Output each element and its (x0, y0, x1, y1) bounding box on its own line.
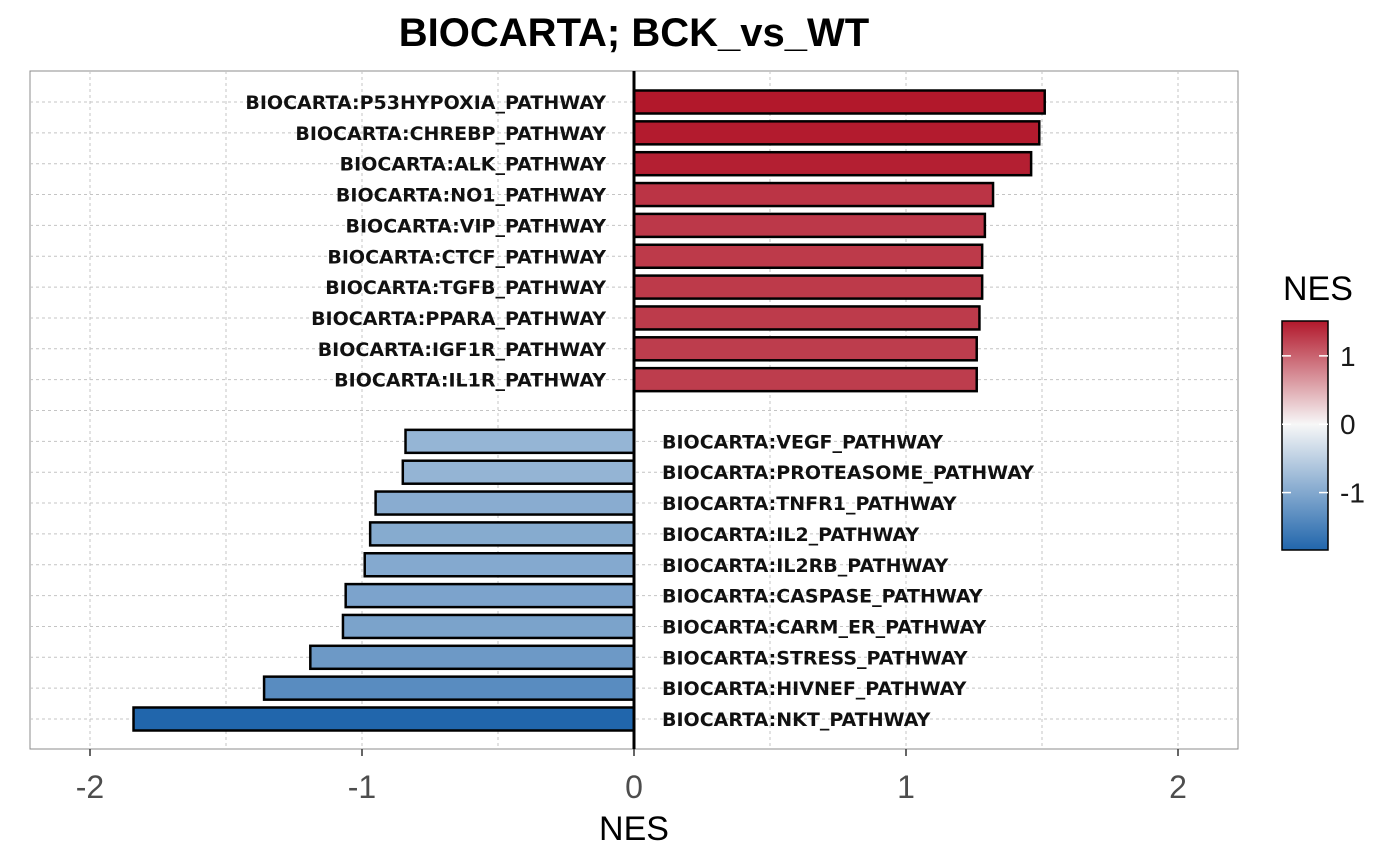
bar (374, 490, 636, 516)
bar (632, 243, 984, 269)
bar (344, 582, 636, 609)
bar (632, 212, 987, 239)
bar (401, 459, 636, 485)
bar (262, 675, 636, 701)
legend-ticks: 1 0 -1 (1282, 341, 1365, 509)
x-axis-title: NES (599, 810, 669, 848)
bar-label: BIOCARTA:CARM_ER_PATHWAY (662, 616, 986, 638)
bar-label: BIOCARTA:VEGF_PATHWAY (662, 431, 943, 453)
bar-label: BIOCARTA:PPARA_PATHWAY (311, 308, 606, 330)
bar-label: BIOCARTA:IL2_PATHWAY (662, 524, 919, 546)
bar-label: BIOCARTA:HIVNEF_PATHWAY (662, 678, 967, 700)
bar (632, 181, 995, 208)
bar (309, 644, 636, 671)
bar (341, 613, 636, 640)
bar (632, 305, 981, 331)
bar (632, 150, 1033, 177)
bar-label: BIOCARTA:STRESS_PATHWAY (662, 647, 968, 669)
legend: NES 1 0 -1 (1281, 270, 1365, 551)
bar-label: BIOCARTA:PROTEASOME_PATHWAY (662, 462, 1034, 484)
bar (632, 89, 1046, 115)
bar (632, 336, 978, 362)
legend-tick-label: -1 (1340, 478, 1365, 509)
legend-tick-label: 0 (1340, 409, 1356, 440)
x-tick-label: -1 (348, 769, 376, 805)
bar (404, 428, 636, 455)
x-tick-label: 1 (897, 769, 915, 805)
bar-label: BIOCARTA:TGFB_PATHWAY (325, 277, 606, 299)
bar (363, 552, 636, 578)
bar-label: BIOCARTA:CASPASE_PATHWAY (662, 586, 983, 608)
bar (632, 366, 978, 393)
x-axis-ticks: -2 -1 0 1 2 (76, 749, 1187, 805)
bar-label: BIOCARTA:TNFR1_PATHWAY (662, 493, 957, 515)
bar-labels: BIOCARTA:P53HYPOXIA_PATHWAY BIOCARTA:CHRE… (245, 92, 1034, 731)
legend-colorbar (1281, 320, 1329, 551)
bars (132, 89, 1046, 732)
bar-label: BIOCARTA:IL1R_PATHWAY (334, 370, 606, 392)
bar-label: BIOCARTA:ALK_PATHWAY (340, 154, 607, 176)
bar-label: BIOCARTA:NO1_PATHWAY (336, 185, 606, 207)
bar-label: BIOCARTA:CHREBP_PATHWAY (295, 123, 606, 145)
legend-title: NES (1283, 270, 1353, 308)
bar-label: BIOCARTA:NKT_PATHWAY (662, 709, 931, 731)
bar (368, 521, 636, 547)
chart-title: BIOCARTA; BCK_vs_WT (399, 11, 869, 55)
legend-tick-label: 1 (1340, 341, 1356, 372)
bar (632, 120, 1041, 146)
bar-label: BIOCARTA:IGF1R_PATHWAY (318, 339, 607, 361)
x-tick-label: -2 (76, 769, 104, 805)
bar-label: BIOCARTA:P53HYPOXIA_PATHWAY (245, 92, 606, 114)
bar-label: BIOCARTA:VIP_PATHWAY (346, 215, 607, 237)
x-tick-label: 2 (1169, 769, 1187, 805)
bar-label: BIOCARTA:IL2RB_PATHWAY (662, 555, 949, 577)
bar-label: BIOCARTA:CTCF_PATHWAY (327, 246, 606, 268)
bar (132, 706, 636, 732)
bar (632, 274, 984, 300)
x-tick-label: 0 (625, 769, 643, 805)
